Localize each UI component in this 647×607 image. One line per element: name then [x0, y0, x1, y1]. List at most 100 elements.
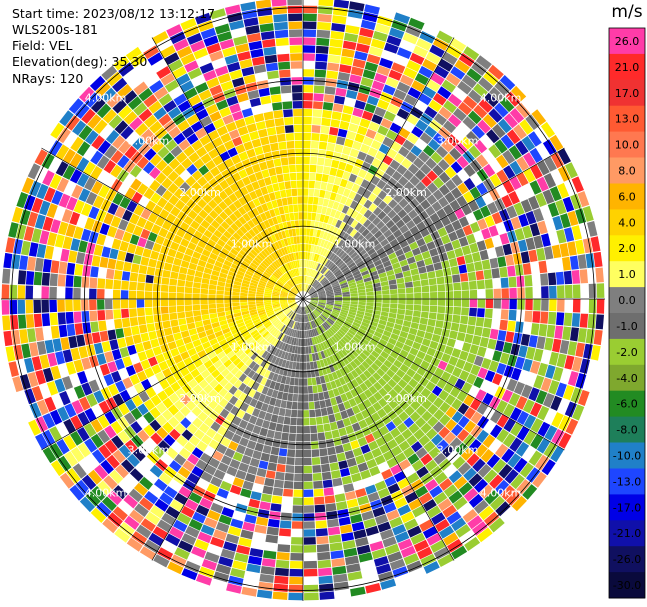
range-gate: [305, 346, 309, 354]
range-gate: [213, 404, 224, 415]
range-gate: [540, 311, 549, 324]
range-gate: [247, 465, 258, 475]
range-gate: [403, 417, 415, 428]
range-gate: [268, 313, 276, 319]
range-gate: [508, 191, 520, 205]
range-gate: [318, 302, 326, 305]
range-gate: [509, 299, 517, 310]
range-gate: [82, 322, 92, 334]
range-gate: [240, 402, 249, 412]
range-gate: [350, 513, 363, 524]
range-gate: [485, 299, 494, 309]
range-gate: [311, 320, 316, 328]
range-gate: [230, 342, 239, 350]
range-gate: [350, 115, 362, 125]
range-gate: [110, 420, 123, 435]
range-gate: [5, 237, 16, 253]
range-gate: [368, 354, 377, 363]
range-gate: [420, 387, 432, 399]
range-gate: [176, 292, 184, 299]
range-gate: [346, 226, 354, 235]
range-gate: [66, 323, 76, 337]
range-gate: [481, 259, 491, 270]
range-gate: [315, 512, 327, 521]
range-gate: [216, 307, 225, 313]
range-gate: [47, 232, 58, 247]
range-gate: [461, 342, 472, 353]
range-gate: [165, 255, 175, 264]
range-gate: [362, 136, 374, 147]
range-gate: [105, 299, 113, 310]
range-gate: [377, 408, 387, 419]
range-gate: [363, 399, 372, 409]
range-gate: [229, 376, 238, 385]
range-gate: [273, 287, 281, 292]
range-gate: [354, 176, 364, 186]
range-gate: [398, 389, 409, 400]
range-gate: [184, 305, 193, 312]
range-gate: [287, 319, 293, 327]
range-gate: [401, 264, 410, 272]
range-gate: [204, 244, 214, 253]
range-gate: [175, 388, 186, 399]
range-gate: [379, 315, 388, 322]
range-gate: [168, 299, 176, 306]
range-gate: [279, 333, 285, 341]
range-gate: [489, 474, 504, 489]
range-gate: [393, 384, 403, 394]
range-gate: [491, 212, 503, 225]
range-gate: [484, 370, 496, 383]
range-gate: [559, 243, 570, 257]
range-gate: [418, 434, 431, 447]
range-gate: [310, 269, 315, 277]
range-gate: [315, 319, 320, 326]
range-gate: [317, 157, 325, 166]
range-gate: [271, 347, 278, 356]
range-gate: [150, 505, 165, 519]
range-gate: [308, 288, 315, 294]
range-gate: [137, 307, 145, 317]
range-gate: [49, 312, 58, 326]
range-gate: [49, 286, 57, 299]
range-gate: [286, 401, 293, 409]
range-gate: [144, 283, 153, 292]
range-gate: [271, 295, 280, 298]
range-gate: [303, 188, 309, 196]
range-gate: [525, 114, 540, 130]
range-gate: [516, 275, 525, 287]
range-gate: [150, 432, 163, 445]
range-gate: [274, 398, 282, 408]
range-gate: [408, 163, 420, 175]
range-gate: [389, 27, 405, 39]
range-gate: [318, 0, 334, 7]
range-gate: [322, 479, 333, 488]
range-gate: [575, 342, 585, 358]
range-gate: [348, 311, 357, 316]
range-gate: [335, 219, 343, 229]
range-gate: [386, 234, 396, 243]
range-gate: [49, 299, 57, 313]
range-gate: [97, 310, 106, 321]
range-gate: [303, 101, 313, 109]
range-gate: [317, 255, 322, 263]
range-gate: [308, 322, 312, 330]
range-gate: [298, 322, 301, 330]
range-gate: [345, 490, 357, 501]
range-gate: [291, 329, 295, 337]
range-gate: [416, 238, 426, 247]
range-gate: [332, 267, 340, 274]
range-gate: [346, 207, 354, 217]
range-gate: [364, 259, 374, 267]
range-gate: [226, 583, 242, 594]
range-gate: [313, 281, 320, 288]
range-gate: [144, 240, 155, 250]
range-gate: [567, 371, 579, 387]
range-gate: [334, 412, 343, 422]
range-gate: [91, 485, 107, 501]
range-gate: [494, 139, 508, 154]
range-gate: [322, 358, 329, 367]
range-gate: [404, 394, 415, 405]
range-gate: [260, 566, 275, 575]
range-gate: [132, 448, 146, 462]
range-gate: [56, 439, 70, 455]
